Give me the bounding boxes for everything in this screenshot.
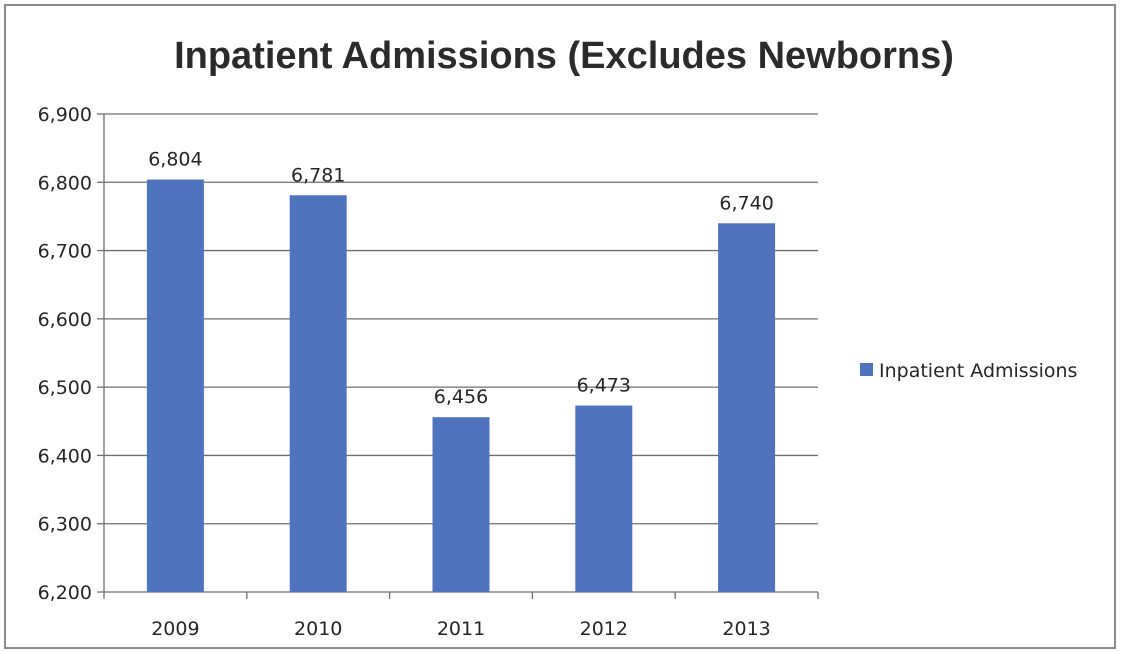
bar	[432, 417, 490, 592]
data-label: 6,456	[434, 386, 488, 408]
x-tick-label: 2009	[151, 618, 199, 640]
x-tick-label: 2011	[437, 618, 485, 640]
axes: 6,200 6,300 6,400 6,500 6,600 6,700 6,800 6,900…	[38, 104, 819, 640]
chart-title: Inpatient Admissions (Excludes Newborns)	[174, 35, 954, 77]
legend-swatch	[860, 363, 873, 376]
x-tick-label: 2013	[722, 618, 770, 640]
y-tick-label: 6,300	[38, 514, 92, 536]
gridlines	[104, 113, 818, 525]
y-tick-label: 6,400	[38, 445, 92, 467]
y-tick-label: 6,600	[38, 309, 92, 331]
data-label: 6,473	[577, 375, 631, 397]
data-label: 6,781	[291, 164, 345, 186]
legend-label: Inpatient Admissions	[879, 360, 1077, 382]
data-labels: 6,804 6,781 6,456 6,473 6,740	[148, 149, 774, 409]
y-tick-label: 6,700	[38, 241, 92, 263]
data-label: 6,804	[148, 149, 202, 171]
data-label: 6,740	[719, 192, 773, 214]
y-tick-label: 6,900	[38, 104, 92, 126]
bar	[146, 179, 204, 592]
x-tick-label: 2010	[294, 618, 342, 640]
bar	[575, 405, 633, 592]
y-tick-label: 6,200	[38, 582, 92, 604]
bar	[718, 223, 776, 592]
bars	[146, 179, 776, 592]
bar	[289, 195, 347, 592]
legend: Inpatient Admissions	[860, 360, 1077, 382]
y-tick-label: 6,800	[38, 172, 92, 194]
x-tick-label: 2012	[580, 618, 628, 640]
y-tick-label: 6,500	[38, 377, 92, 399]
